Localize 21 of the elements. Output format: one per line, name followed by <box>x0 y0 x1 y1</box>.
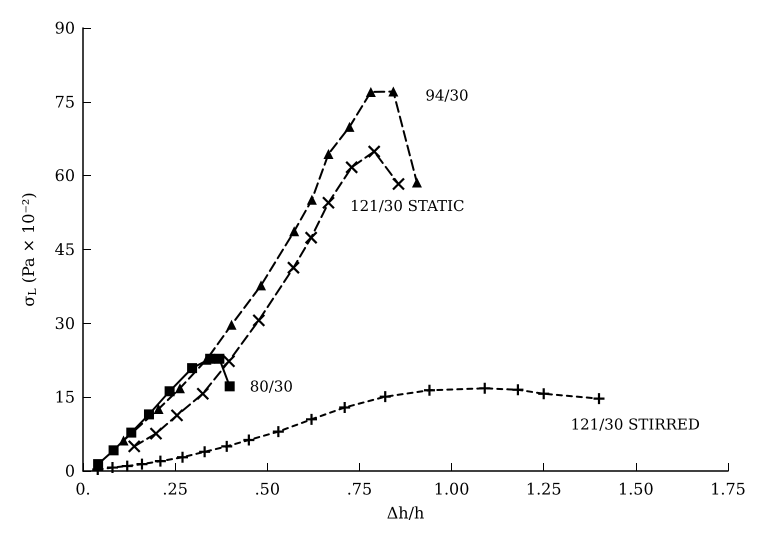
x-tick-label: 0. <box>75 480 91 498</box>
y-tick-label: 75 <box>54 92 75 112</box>
x-tick-label: 1.00 <box>434 480 470 498</box>
y-tick-label: 30 <box>54 314 75 333</box>
y-tick-label: 60 <box>54 166 75 186</box>
y-tick-label: 0 <box>64 462 75 480</box>
series-label: 80/30 <box>250 377 293 396</box>
x-tick-label: .25 <box>162 480 188 498</box>
y-tick-label: 45 <box>54 240 75 259</box>
x-axis-title: Δh/h <box>386 504 424 522</box>
series-label: 121/30 STIRRED <box>570 416 700 434</box>
y-axis-title: σL (Pa × 10⁻²) <box>19 192 39 307</box>
series-label: 94/30 <box>425 86 469 104</box>
series-label: 121/30 STATIC <box>350 197 465 216</box>
y-tick-label: 15 <box>54 388 75 407</box>
y-tick-label: 90 <box>54 18 75 38</box>
x-tick-label: 1.75 <box>710 480 746 498</box>
x-tick-label: 1.25 <box>526 480 562 498</box>
x-tick-label: .75 <box>346 480 372 498</box>
x-tick-label: .50 <box>254 480 280 498</box>
x-tick-label: 1.50 <box>618 480 654 498</box>
